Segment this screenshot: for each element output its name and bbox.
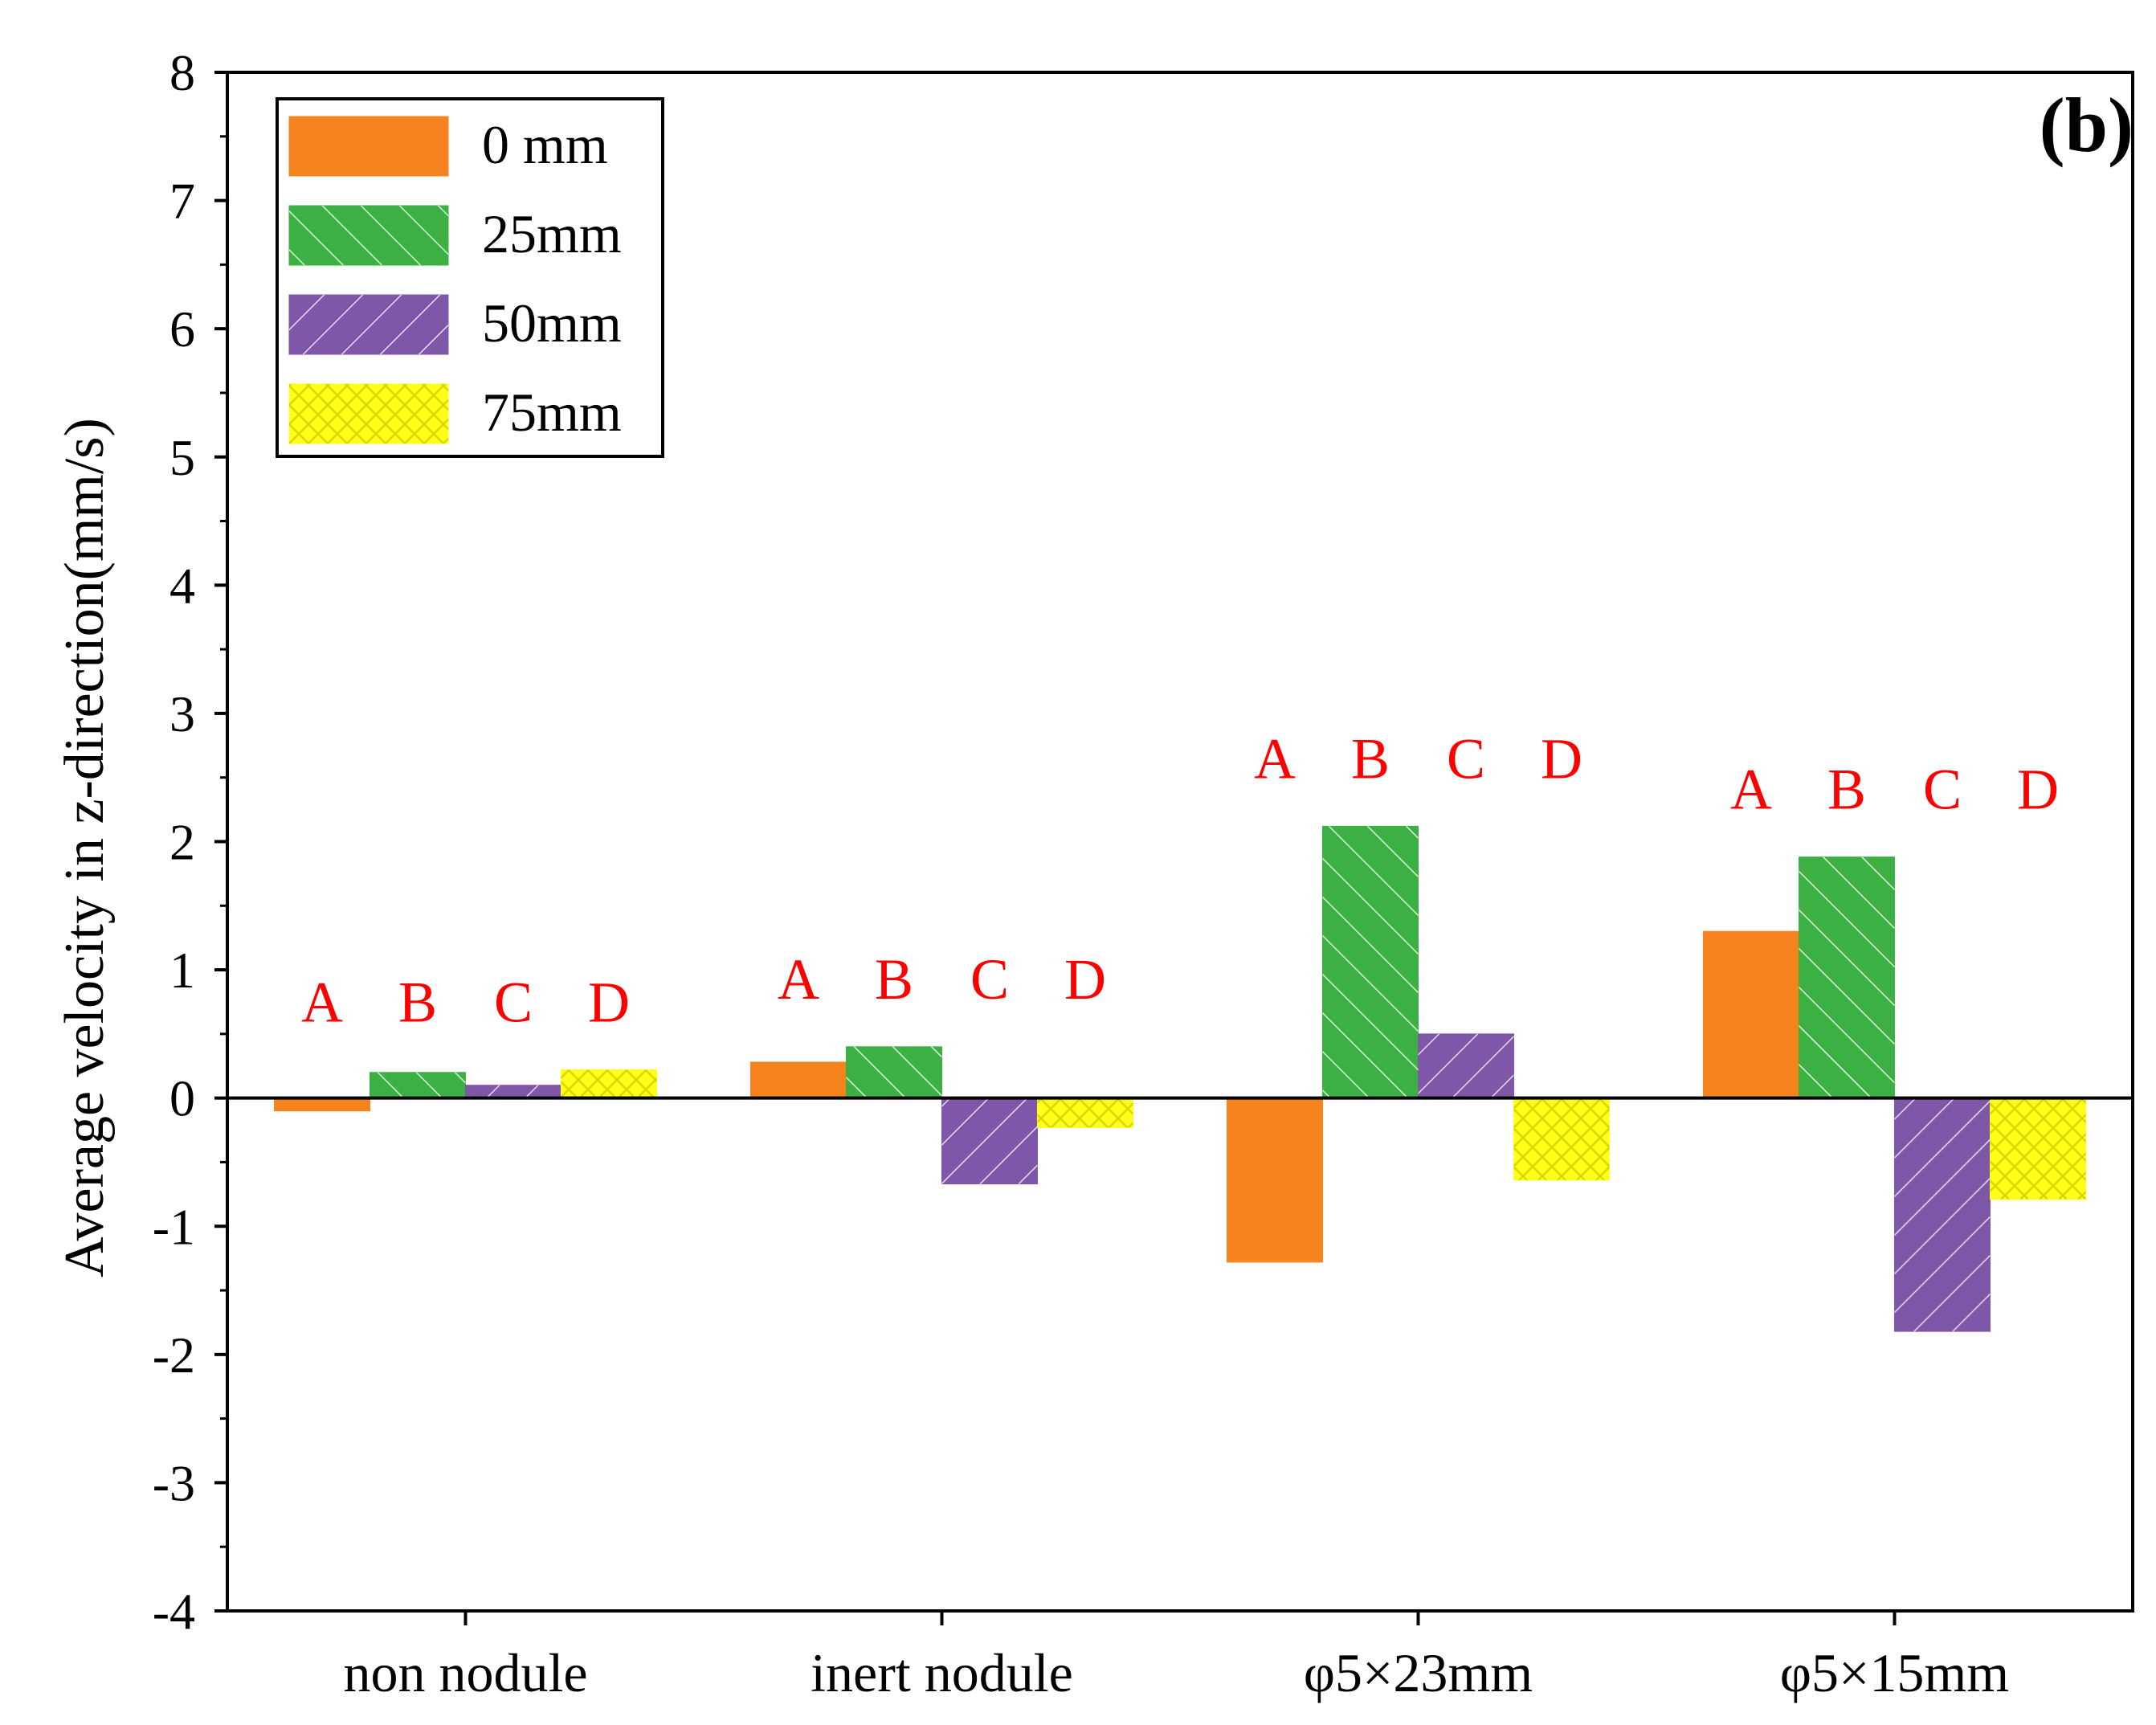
- y-tick-label: 1: [169, 942, 195, 999]
- bar-annotation-label: C: [494, 971, 533, 1035]
- category-label: φ5×23mm: [1304, 1642, 1533, 1703]
- bar-0-0: [274, 1098, 370, 1112]
- legend-label: 75mm: [482, 382, 622, 443]
- y-tick-label: 6: [169, 300, 195, 358]
- bar-annotation-label: D: [1541, 726, 1582, 791]
- bar-annotation-label: B: [398, 971, 437, 1035]
- bar-annotation-label: C: [1923, 758, 1962, 822]
- y-tick-label: -1: [153, 1198, 195, 1255]
- bar-hatching: [370, 826, 2086, 1332]
- bar-annotation-label: D: [1064, 947, 1106, 1012]
- bar-annotation-label: C: [1447, 726, 1485, 791]
- legend-swatch-hatch: [289, 384, 448, 444]
- category-label: φ5×15mm: [1780, 1642, 2009, 1703]
- panel-label: (b): [2040, 82, 2134, 168]
- axes: [214, 71, 2134, 1625]
- y-tick-label: 7: [169, 173, 195, 230]
- bar-hatch-1-1: [846, 1046, 942, 1098]
- y-tick-label: 2: [169, 814, 195, 871]
- y-tick-label: 3: [169, 685, 195, 742]
- bar-hatch-2-1: [1322, 826, 1419, 1098]
- bar-2-0: [1227, 1098, 1323, 1263]
- legend-label: 25mm: [482, 203, 622, 264]
- bar-hatch-0-1: [370, 1072, 466, 1098]
- legend-swatch-hatch: [289, 295, 448, 354]
- legend: 0 mm 25mm 50mm 75mm: [276, 97, 664, 458]
- bar-hatch-1-3: [1037, 1098, 1133, 1128]
- bar-annotation-label: B: [875, 947, 913, 1012]
- y-tick-label: -3: [153, 1454, 195, 1511]
- bar-hatch-2-2: [1418, 1033, 1514, 1098]
- category-label: inert nodule: [811, 1642, 1073, 1703]
- bar-annotation-label: D: [2017, 758, 2059, 822]
- bar-hatch-2-3: [1513, 1098, 1610, 1180]
- bar-annotation-label: A: [1730, 758, 1772, 822]
- bar-hatch-1-2: [941, 1098, 1038, 1184]
- bar-annotations: A B C D A B C DA B C D A B C D: [301, 726, 2059, 1034]
- bar-annotation-label: B: [1827, 758, 1866, 822]
- y-tick-label: 8: [169, 44, 195, 101]
- bar-annotation-label: A: [1254, 726, 1296, 791]
- bar-hatch-0-3: [561, 1069, 657, 1098]
- bar-annotation-label: A: [778, 947, 819, 1012]
- bar-annotation-label: C: [970, 947, 1009, 1012]
- bar-hatch-3-1: [1799, 856, 1895, 1098]
- bar-annotation-label: A: [301, 971, 343, 1035]
- bar-hatch-0-2: [465, 1085, 561, 1098]
- tick-labels: -4 -3 -2 -1 0 1 2 3 4 5 6 7 8: [153, 44, 195, 1640]
- y-axis-title: Average velocity in z-direction(mm/s): [54, 418, 116, 1277]
- bar-1-0: [750, 1061, 847, 1099]
- legend-swatch-hatch: [289, 206, 448, 265]
- category-label: non nodule: [343, 1642, 587, 1703]
- legend-label: 0 mm: [482, 114, 608, 175]
- bar-hatch-3-2: [1894, 1098, 1991, 1332]
- y-tick-label: -2: [153, 1326, 195, 1384]
- bar-3-0: [1703, 930, 1799, 1099]
- legend-swatch: [288, 116, 449, 177]
- y-tick-label: 0: [169, 1070, 195, 1127]
- bar-annotation-label: B: [1351, 726, 1390, 791]
- category-labels: non nodule inert nodule φ5×23mm φ5×15mm: [343, 1642, 2009, 1703]
- bar-hatch-3-3: [1990, 1098, 2086, 1200]
- y-tick-label: -4: [153, 1583, 195, 1640]
- bar-annotation-label: D: [588, 971, 630, 1035]
- y-tick-label: 4: [169, 557, 195, 614]
- legend-label: 50mm: [482, 292, 622, 354]
- y-tick-label: 5: [169, 429, 195, 486]
